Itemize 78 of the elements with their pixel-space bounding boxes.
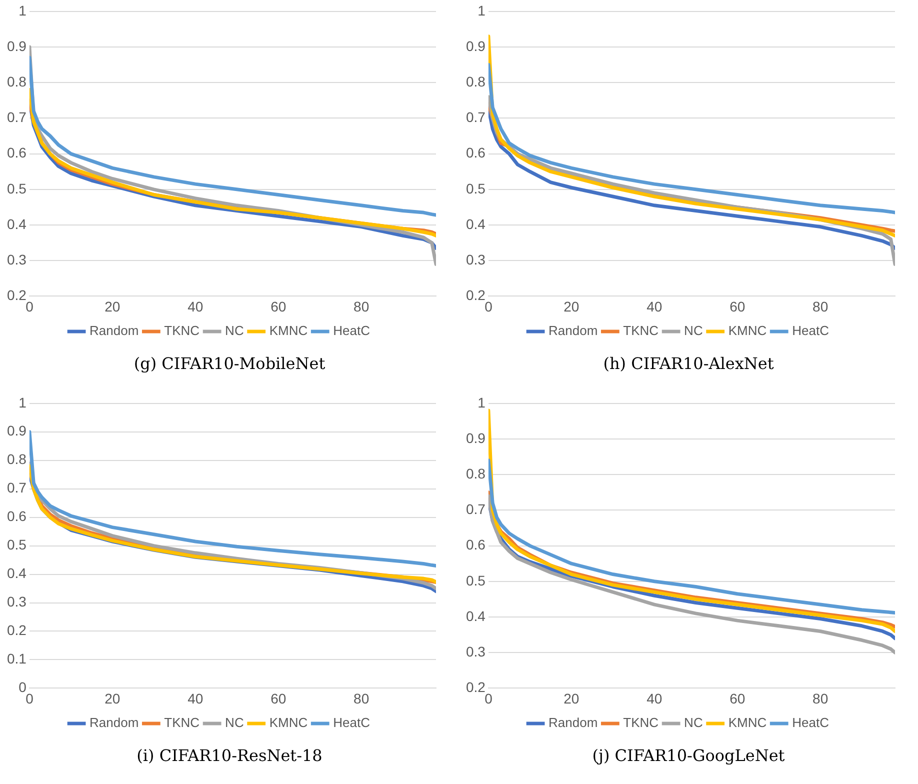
y-tick-label: 0.7 [6, 480, 27, 496]
legend-label: TKNC [164, 715, 200, 730]
y-tick-label: 0.5 [6, 180, 27, 196]
y-tick-label: 0.8 [466, 465, 486, 482]
y-tick-label: 0.3 [466, 251, 486, 268]
legend-label: KMNC [728, 323, 767, 338]
y-tick-label: 0.5 [6, 536, 27, 553]
y-tick-label: 0.1 [6, 650, 27, 667]
x-tick-label: 40 [188, 298, 204, 314]
legend-label: Random [548, 323, 598, 338]
legend-label: HeatC [792, 323, 829, 338]
y-tick-label: 0.3 [6, 251, 27, 268]
y-tick-label: 0.8 [6, 451, 27, 468]
y-tick-label: 0.6 [6, 508, 27, 524]
y-tick-label: 0.4 [466, 216, 486, 232]
y-tick-label: 0.6 [466, 144, 486, 161]
x-tick-label: 60 [730, 690, 746, 706]
x-tick-label: 80 [812, 298, 828, 314]
y-tick-label: 0.8 [466, 73, 486, 90]
legend-label: KMNC [269, 715, 308, 730]
y-tick-label: 0.6 [466, 536, 486, 553]
y-tick-label: 0.8 [6, 73, 27, 90]
y-tick-label: 0.2 [466, 287, 486, 304]
legend-label: TKNC [623, 323, 659, 338]
y-tick-label: 0.7 [466, 109, 486, 126]
x-tick-label: 20 [104, 690, 120, 706]
text: (h) CIFAR10-AlexNet [602, 354, 775, 373]
x-tick-label: 40 [646, 298, 662, 314]
x-tick-label: 80 [812, 690, 828, 706]
x-tick-label: 60 [270, 298, 286, 314]
text: (i) CIFAR10-ResNet-18 [136, 746, 324, 765]
legend-label: HeatC [792, 715, 829, 730]
y-tick-label: 0.3 [466, 643, 486, 660]
y-tick-label: 0.5 [466, 572, 486, 588]
y-tick-label: 1 [478, 2, 486, 18]
legend-label: Random [90, 715, 139, 730]
y-tick-label: 0.9 [6, 38, 27, 54]
x-tick-label: 20 [564, 690, 580, 706]
y-tick-label: 1 [18, 2, 27, 18]
text: (j) CIFAR10-GoogLeNet [591, 746, 786, 765]
legend-label: HeatC [333, 323, 370, 338]
legend-label: TKNC [164, 323, 200, 338]
y-tick-label: 0.6 [6, 144, 27, 161]
y-tick-label: 0.2 [6, 622, 27, 638]
legend-label: KMNC [269, 323, 308, 338]
x-tick-label: 20 [104, 298, 120, 314]
legend-label: TKNC [623, 715, 659, 730]
legend-label: NC [684, 715, 703, 730]
y-tick-label: 0.2 [6, 287, 27, 304]
legend-label: NC [225, 323, 244, 338]
y-tick-label: 0.7 [6, 109, 27, 126]
x-tick-label: 60 [730, 298, 746, 314]
x-tick-label: 60 [270, 690, 286, 706]
y-tick-label: 0.5 [466, 180, 486, 196]
y-tick-label: 0.4 [6, 565, 27, 582]
x-tick-label: 40 [646, 690, 662, 706]
text: (g) CIFAR10-MobileNet [132, 354, 326, 373]
y-tick-label: 0.3 [6, 594, 27, 610]
y-tick-label: 1 [478, 394, 486, 410]
y-tick-label: 0.4 [466, 608, 486, 624]
x-tick-label: 20 [564, 298, 580, 314]
legend-label: NC [684, 323, 703, 338]
y-tick-label: 0.9 [6, 422, 27, 439]
x-tick-label: 80 [354, 690, 370, 706]
y-tick-label: 1 [18, 394, 27, 410]
x-tick-label: 40 [188, 690, 204, 706]
y-tick-label: 0.7 [466, 501, 486, 518]
x-tick-label: 80 [354, 298, 370, 314]
y-tick-label: 0.9 [466, 430, 486, 446]
y-tick-label: 0.2 [466, 679, 486, 696]
legend-label: NC [225, 715, 244, 730]
legend-label: Random [548, 715, 598, 730]
y-tick-label: 0 [18, 679, 27, 696]
legend-label: Random [90, 323, 139, 338]
y-tick-label: 0.9 [466, 38, 486, 54]
y-tick-label: 0.4 [6, 216, 27, 232]
legend-label: KMNC [728, 715, 767, 730]
legend-label: HeatC [333, 715, 370, 730]
